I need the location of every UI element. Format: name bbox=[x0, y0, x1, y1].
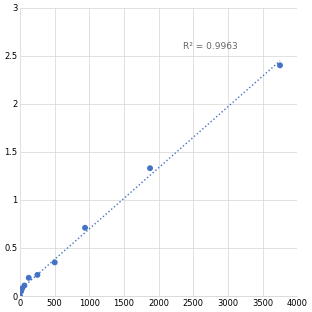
Point bbox=[83, 225, 88, 230]
Point bbox=[20, 286, 25, 291]
Text: R² = 0.9963: R² = 0.9963 bbox=[183, 42, 238, 51]
Point bbox=[26, 275, 31, 280]
Point bbox=[19, 289, 24, 294]
Point bbox=[35, 272, 40, 277]
Point bbox=[22, 283, 27, 288]
Point bbox=[52, 260, 57, 265]
Point bbox=[17, 294, 22, 299]
Point bbox=[148, 166, 153, 171]
Point bbox=[277, 63, 282, 68]
